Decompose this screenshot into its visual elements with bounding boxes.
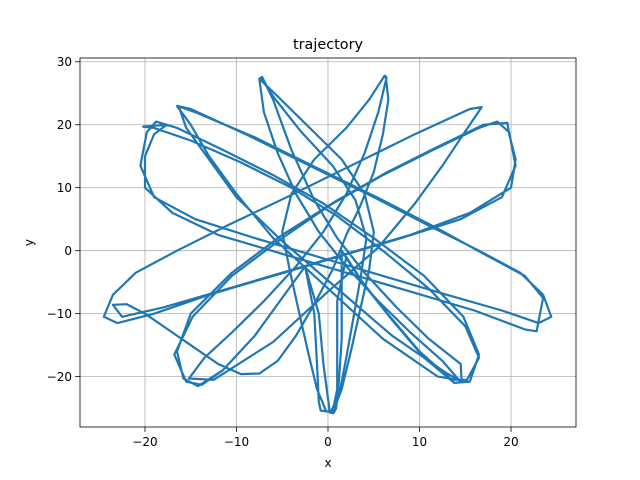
- x-tick-label: 0: [324, 435, 332, 449]
- series-layer: [102, 74, 553, 415]
- x-tick-label: 10: [412, 435, 427, 449]
- x-axis-label: x: [324, 456, 331, 470]
- y-tick-label: −10: [47, 307, 72, 321]
- ticks: −20 −10 0 10 20 −20 −10 0 10 20 30: [47, 55, 519, 449]
- y-tick-label: 20: [57, 118, 72, 132]
- y-tick-label: 30: [57, 55, 72, 69]
- x-tick-label: −10: [224, 435, 249, 449]
- y-tick-label: 10: [57, 181, 72, 195]
- y-tick-label: −20: [47, 370, 72, 384]
- x-tick-label: −20: [132, 435, 157, 449]
- x-tick-label: 20: [503, 435, 518, 449]
- y-tick-label: 0: [64, 244, 72, 258]
- trajectory-line: [102, 74, 553, 415]
- y-axis-label: y: [22, 239, 36, 246]
- chart-title: trajectory: [293, 37, 364, 53]
